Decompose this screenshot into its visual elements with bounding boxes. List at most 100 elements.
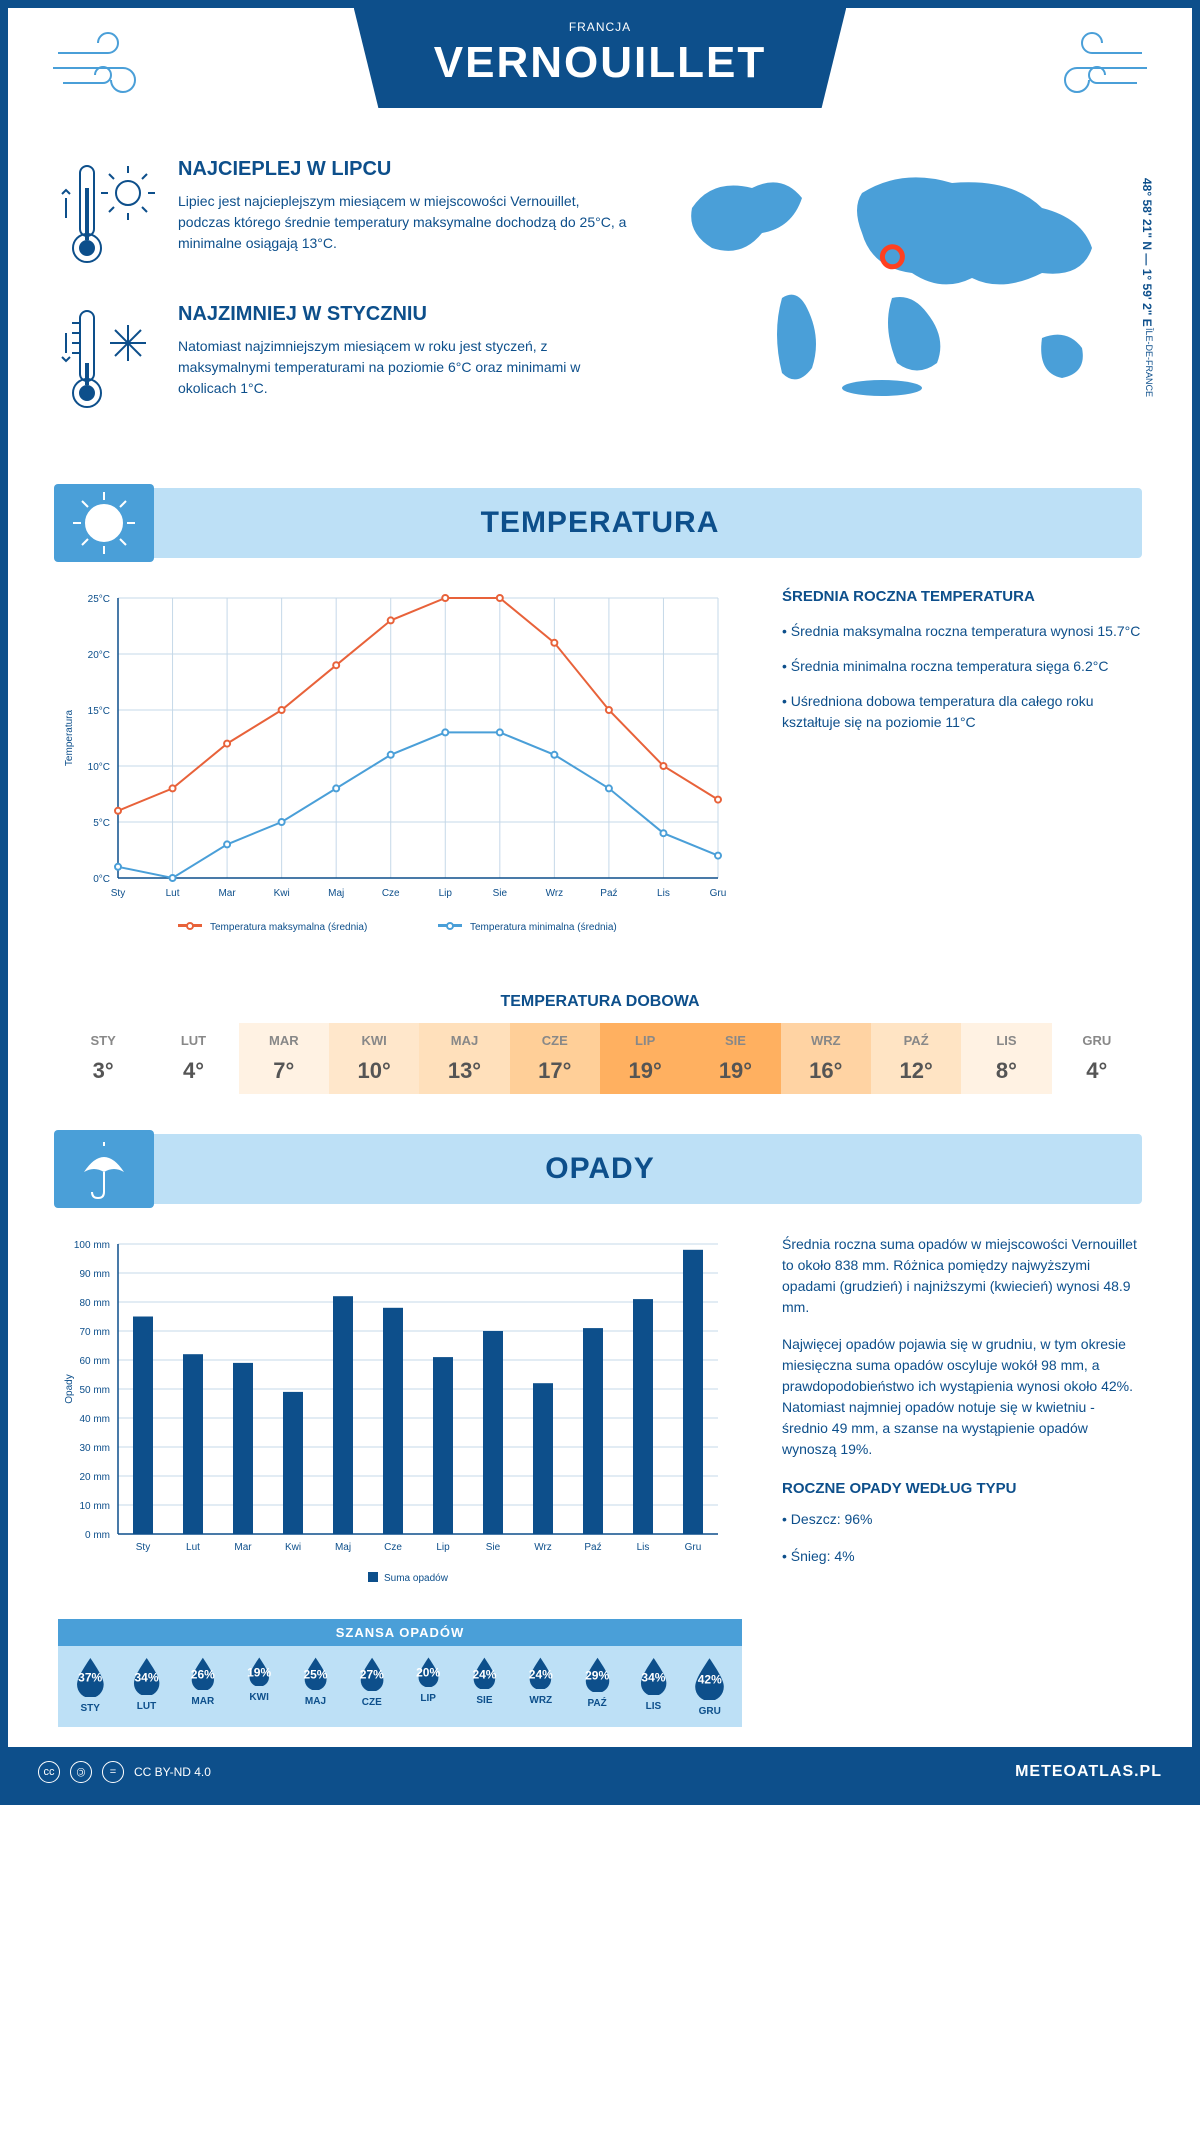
svg-text:0°C: 0°C: [93, 874, 110, 885]
temp-bullet: • Uśredniona dobowa temperatura dla całe…: [782, 691, 1142, 733]
daily-month: KWI: [329, 1033, 419, 1048]
temperature-section-header: TEMPERATURA: [58, 488, 1142, 558]
title-banner: VERNOUILLET FRANCJA: [354, 8, 846, 108]
intro-text-column: NAJCIEPLEJ W LIPCU Lipiec jest najcieple…: [58, 158, 632, 448]
daily-value: 12°: [871, 1058, 961, 1084]
chance-cell: 34% LIS: [627, 1656, 679, 1717]
svg-text:25°C: 25°C: [88, 594, 110, 605]
warmest-block: NAJCIEPLEJ W LIPCU Lipiec jest najcieple…: [58, 158, 632, 273]
daily-month: LUT: [148, 1033, 238, 1048]
chance-month: MAR: [177, 1696, 229, 1707]
license-text: CC BY-ND 4.0: [134, 1765, 211, 1779]
svg-text:Lis: Lis: [657, 888, 670, 899]
svg-text:90 mm: 90 mm: [79, 1269, 110, 1280]
svg-text:Lis: Lis: [637, 1542, 650, 1553]
precipitation-summary: Średnia roczna suma opadów w miejscowośc…: [782, 1234, 1142, 1727]
temperature-summary: ŚREDNIA ROCZNA TEMPERATURA • Średnia mak…: [782, 588, 1142, 953]
warmest-body: Lipiec jest najcieplejszym miesiącem w m…: [178, 191, 632, 254]
thermometer-sun-icon: [58, 158, 158, 273]
chance-month: LIS: [627, 1701, 679, 1712]
chance-value: 42%: [698, 1672, 722, 1686]
svg-text:Temperatura: Temperatura: [64, 709, 75, 766]
daily-value: 19°: [600, 1058, 690, 1084]
header: VERNOUILLET FRANCJA: [8, 8, 1192, 138]
svg-text:Maj: Maj: [328, 888, 344, 899]
warmest-title: NAJCIEPLEJ W LIPCU: [178, 158, 632, 181]
chance-value: 27%: [360, 1668, 384, 1682]
chance-value: 34%: [134, 1670, 158, 1684]
daily-month: CZE: [510, 1033, 600, 1048]
raindrop-icon: 19%: [248, 1656, 271, 1686]
svg-text:Maj: Maj: [335, 1542, 351, 1553]
temp-bullet: • Średnia maksymalna roczna temperatura …: [782, 621, 1142, 642]
svg-text:Sty: Sty: [136, 1542, 150, 1553]
chance-value: 24%: [529, 1667, 553, 1681]
svg-text:20 mm: 20 mm: [79, 1472, 110, 1483]
svg-text:Gru: Gru: [710, 888, 727, 899]
coldest-block: NAJZIMNIEJ W STYCZNIU Natomiast najzimni…: [58, 303, 632, 418]
page-container: VERNOUILLET FRANCJA NAJCIEPLEJ W LIPCU L…: [0, 0, 1200, 1805]
svg-text:10 mm: 10 mm: [79, 1501, 110, 1512]
svg-text:Temperatura maksymalna (średni: Temperatura maksymalna (średnia): [210, 922, 367, 933]
svg-text:Cze: Cze: [384, 1542, 402, 1553]
raindrop-icon: 24%: [472, 1656, 497, 1689]
raindrop-icon: 20%: [417, 1656, 440, 1687]
daily-month: GRU: [1052, 1033, 1142, 1048]
svg-text:Sty: Sty: [111, 888, 125, 899]
chance-month: KWI: [233, 1692, 285, 1703]
chance-cell: 19% KWI: [233, 1656, 285, 1717]
chance-cell: 42% GRU: [684, 1656, 736, 1717]
svg-text:15°C: 15°C: [88, 706, 110, 717]
temperature-body: 0°C5°C10°C15°C20°C25°CStyLutMarKwiMajCze…: [8, 558, 1192, 973]
chance-value: 34%: [641, 1670, 665, 1684]
svg-text:80 mm: 80 mm: [79, 1298, 110, 1309]
svg-text:Paź: Paź: [584, 1542, 601, 1553]
svg-text:20°C: 20°C: [88, 650, 110, 661]
svg-text:Temperatura minimalna (średnia: Temperatura minimalna (średnia): [470, 922, 617, 933]
precip-paragraph: Najwięcej opadów pojawia się w grudniu, …: [782, 1334, 1142, 1460]
sun-icon: [54, 484, 154, 562]
svg-text:Wrz: Wrz: [534, 1542, 552, 1553]
svg-text:Kwi: Kwi: [274, 888, 290, 899]
svg-text:40 mm: 40 mm: [79, 1414, 110, 1425]
raindrop-icon: 29%: [584, 1656, 611, 1692]
chance-cell: 24% SIE: [458, 1656, 510, 1717]
temp-bullet: • Średnia minimalna roczna temperatura s…: [782, 656, 1142, 677]
precip-type-bullet: • Deszcz: 96%: [782, 1509, 1142, 1530]
chance-cell: 27% CZE: [346, 1656, 398, 1717]
daily-month: LIS: [961, 1033, 1051, 1048]
chance-cell: 29% PAŹ: [571, 1656, 623, 1717]
daily-month: MAR: [239, 1033, 329, 1048]
raindrop-icon: 34%: [639, 1656, 668, 1695]
chance-value: 25%: [303, 1667, 327, 1681]
map-column: 48° 58' 21" N — 1° 59' 2" E ÎLE-DE-FRANC…: [662, 158, 1142, 448]
raindrop-icon: 26%: [190, 1656, 216, 1690]
daily-cell: LUT 4°: [148, 1023, 238, 1094]
daily-value: 4°: [1052, 1058, 1142, 1084]
daily-value: 7°: [239, 1058, 329, 1084]
chance-cell: 25% MAJ: [289, 1656, 341, 1717]
daily-month: LIP: [600, 1033, 690, 1048]
daily-cell: GRU 4°: [1052, 1023, 1142, 1094]
precip-type-bullet: • Śnieg: 4%: [782, 1546, 1142, 1567]
site-credit: METEOATLAS.PL: [1015, 1763, 1162, 1781]
svg-text:5°C: 5°C: [93, 818, 110, 829]
raindrop-icon: 25%: [303, 1656, 328, 1690]
daily-cell: KWI 10°: [329, 1023, 419, 1094]
daily-cell: STY 3°: [58, 1023, 148, 1094]
chance-value: 19%: [247, 1665, 271, 1679]
precip-paragraph: Średnia roczna suma opadów w miejscowośc…: [782, 1234, 1142, 1318]
chance-value: 29%: [585, 1668, 609, 1682]
raindrop-icon: 24%: [528, 1656, 553, 1689]
daily-month: STY: [58, 1033, 148, 1048]
precipitation-bar-chart: 0 mm10 mm20 mm30 mm40 mm50 mm60 mm70 mm8…: [58, 1234, 742, 1727]
svg-text:Cze: Cze: [382, 888, 400, 899]
chance-month: GRU: [684, 1706, 736, 1717]
daily-month: SIE: [690, 1033, 780, 1048]
daily-cell: CZE 17°: [510, 1023, 600, 1094]
chance-title: SZANSA OPADÓW: [58, 1619, 742, 1646]
precipitation-chance-box: SZANSA OPADÓW 37% STY 34% LUT 26% MAR 19…: [58, 1619, 742, 1727]
svg-text:Lip: Lip: [439, 888, 453, 899]
svg-text:Opady: Opady: [64, 1374, 75, 1403]
svg-text:Mar: Mar: [218, 888, 236, 899]
